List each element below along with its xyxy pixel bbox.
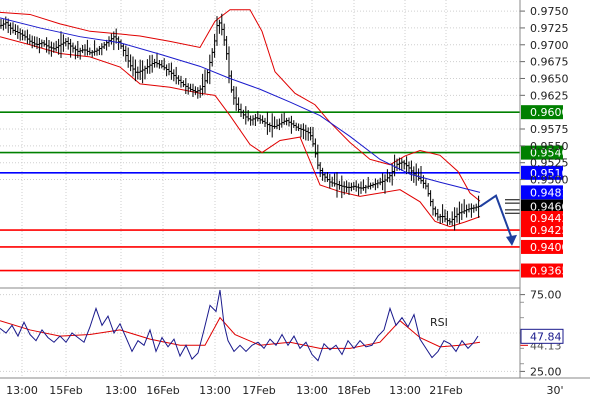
time-tick-label: 21Feb: [429, 384, 462, 397]
rsi-label: RSI: [430, 316, 448, 329]
time-tick-label: 13:00: [296, 384, 328, 397]
level-tag: [521, 263, 563, 278]
level-tag: [521, 239, 563, 254]
price-panel: 0.9600 0.9540 0.9510 0.9425 0.9400 0.9365 0.94…: [0, 0, 569, 378]
level-tag-label: 0.9510: [530, 167, 569, 180]
level-tag-label: 0.9400: [530, 241, 569, 254]
price-tick-label: 0.9500: [530, 174, 569, 187]
forecast-arrow-head: [506, 234, 517, 246]
price-tag: [521, 199, 563, 214]
price-tick-label: 0.9650: [530, 72, 569, 85]
time-tick-label: 16Feb: [146, 384, 179, 397]
level-tag: [521, 145, 563, 160]
rsi-line: [0, 289, 479, 362]
panel-frame: [0, 0, 590, 379]
price-bars: [0, 13, 481, 231]
time-axis: 13:00 15Feb 13:00 16Feb 13:00 17Feb 13:00 18Feb…: [6, 384, 563, 397]
price-tag-label: 0.9460: [530, 201, 569, 214]
time-tick-label: 15Feb: [49, 384, 82, 397]
price-tick-label: 0.9750: [530, 5, 569, 18]
level-tag: [521, 223, 563, 238]
price-tick-label: 0.9550: [530, 140, 569, 153]
time-tick-label: 13:00: [105, 384, 137, 397]
rsi-lines: [0, 289, 481, 362]
price-axis: 0.9750 0.9725 0.9700 0.9675 0.9650 0.9625 0.95…: [520, 5, 569, 187]
time-tick-label: 13:00: [199, 384, 231, 397]
price-tick-label: 0.9575: [530, 123, 569, 136]
time-tick-label: 13:00: [6, 384, 38, 397]
rsi-signal-line: [0, 316, 481, 349]
price-grid: [0, 0, 520, 378]
forecast-arrow-shaft: [479, 194, 513, 240]
moving-average-line: [0, 17, 481, 193]
rsi-value-label: 47.84: [530, 330, 562, 343]
rsi-value-tag: [520, 328, 564, 344]
forecast-arrow: [479, 194, 517, 246]
rsi-tick-label: 75.00: [530, 289, 562, 302]
price-tag: [521, 185, 563, 200]
price-tick-label: 0.9725: [530, 22, 569, 35]
price-levels: 0.9600 0.9540 0.9510 0.9425 0.9400 0.9365 0.94…: [0, 105, 569, 278]
level-tag-label: 0.9600: [530, 106, 569, 119]
time-tick-label: 13:00: [389, 384, 421, 397]
level-tag: [521, 165, 563, 180]
price-tick-label: 0.9525: [530, 157, 569, 170]
level-tag: [521, 105, 563, 120]
time-tick-label: 18Feb: [337, 384, 370, 397]
rsi-tick-label: 25.00: [530, 365, 562, 378]
bollinger-bands: [0, 9, 481, 228]
time-tick-label: 17Feb: [242, 384, 275, 397]
level-tag-label: 0.9365: [530, 265, 569, 278]
price-tag: [521, 210, 563, 225]
bollinger-upper-line: [0, 9, 481, 202]
level-tag-label: 0.9425: [530, 224, 569, 237]
price-tick-label: 0.9675: [530, 56, 569, 69]
price-tag-label: 0.9443: [530, 212, 569, 225]
price-tick-label: 0.9700: [530, 39, 569, 52]
price-tag-label: 0.9481: [530, 186, 569, 199]
level-tag-label: 0.9540: [530, 147, 569, 160]
moving-average: [0, 17, 481, 193]
price-tick-label: 0.9625: [530, 89, 569, 102]
bollinger-lower-line: [0, 36, 481, 228]
time-tick-label: 30': [546, 384, 563, 397]
